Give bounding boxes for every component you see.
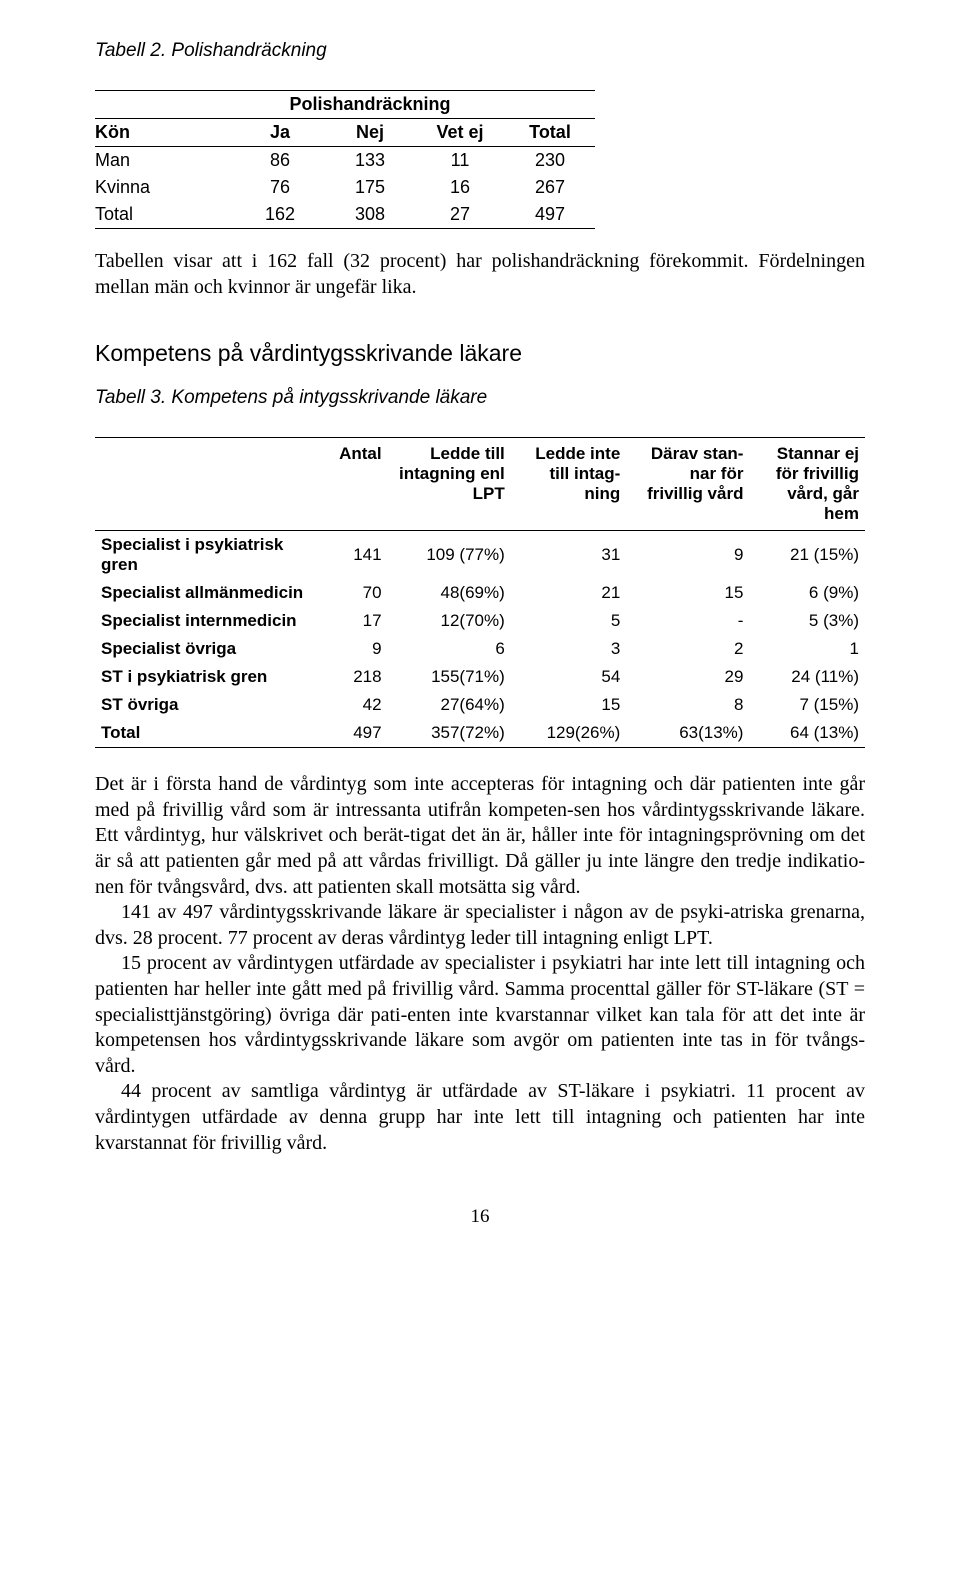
- table-row: Specialist övriga 9 6 3 2 1: [95, 635, 865, 663]
- cell: 76: [235, 174, 325, 201]
- cell: 27: [415, 201, 505, 229]
- cell: 109 (77%): [388, 531, 511, 580]
- table-row: Specialist allmänmedicin 70 48(69%) 21 1…: [95, 579, 865, 607]
- table-row: ST övriga 42 27(64%) 15 8 7 (15%): [95, 691, 865, 719]
- table1-super-header-row: Polishandräckning: [95, 91, 595, 119]
- paragraph-1: Tabellen visar att i 162 fall (32 procen…: [95, 249, 865, 300]
- cell: 42: [311, 691, 388, 719]
- cell: 357(72%): [388, 719, 511, 748]
- body-p4: 44 procent av samtliga vårdintyg är utfä…: [95, 1079, 865, 1156]
- section-heading: Kompetens på vårdintygsskrivande läkare: [95, 340, 865, 367]
- body-p2: 141 av 497 vårdintygsskrivande läkare är…: [95, 900, 865, 951]
- cell: 9: [311, 635, 388, 663]
- cell: 8: [626, 691, 749, 719]
- body-p3: 15 procent av vårdintygen utfärdade av s…: [95, 951, 865, 1079]
- body-text: Det är i första hand de vårdintyg som in…: [95, 772, 865, 1156]
- cell: 15: [511, 691, 627, 719]
- cell: 3: [511, 635, 627, 663]
- cell: 48(69%): [388, 579, 511, 607]
- cell: 24 (11%): [749, 663, 865, 691]
- body-p1: Det är i första hand de vårdintyg som in…: [95, 772, 865, 900]
- cell: Man: [95, 147, 235, 175]
- cell: 29: [626, 663, 749, 691]
- cell: 9: [626, 531, 749, 580]
- table-row: Man 86 133 11 230: [95, 147, 595, 175]
- table1-super-header: Polishandräckning: [235, 91, 505, 119]
- table1-col-4: Total: [505, 119, 595, 147]
- table1-empty-header: [505, 91, 595, 119]
- table1-caption: Tabell 2. Polishandräckning: [95, 40, 865, 62]
- table2-col-4: Därav stan-nar för frivillig vård: [626, 438, 749, 531]
- table1-col-1: Ja: [235, 119, 325, 147]
- cell: 12(70%): [388, 607, 511, 635]
- table1-col-header-row: Kön Ja Nej Vet ej Total: [95, 119, 595, 147]
- table2: Antal Ledde till intagning enl LPT Ledde…: [95, 437, 865, 748]
- table2-col-5: Stannar ej för frivillig vård, går hem: [749, 438, 865, 531]
- table-row: Total 162 308 27 497: [95, 201, 595, 229]
- table-row: Specialist internmedicin 17 12(70%) 5 - …: [95, 607, 865, 635]
- table2-col-3: Ledde inte till intag-ning: [511, 438, 627, 531]
- cell: Specialist i psykiatrisk gren: [95, 531, 311, 580]
- cell: 15: [626, 579, 749, 607]
- cell: 1: [749, 635, 865, 663]
- table2-header-row: Antal Ledde till intagning enl LPT Ledde…: [95, 438, 865, 531]
- cell: 7 (15%): [749, 691, 865, 719]
- table-row: ST i psykiatrisk gren 218 155(71%) 54 29…: [95, 663, 865, 691]
- cell: 70: [311, 579, 388, 607]
- table2-col-2: Ledde till intagning enl LPT: [388, 438, 511, 531]
- cell: 6 (9%): [749, 579, 865, 607]
- cell: 5 (3%): [749, 607, 865, 635]
- cell: 5: [511, 607, 627, 635]
- cell: 162: [235, 201, 325, 229]
- cell: 497: [311, 719, 388, 748]
- cell: 17: [311, 607, 388, 635]
- table-row: Specialist i psykiatrisk gren 141 109 (7…: [95, 531, 865, 580]
- table1: Polishandräckning Kön Ja Nej Vet ej Tota…: [95, 90, 595, 229]
- table1-empty-header: [95, 91, 235, 119]
- cell: 21 (15%): [749, 531, 865, 580]
- cell: Total: [95, 719, 311, 748]
- cell: 230: [505, 147, 595, 175]
- cell: 155(71%): [388, 663, 511, 691]
- cell: -: [626, 607, 749, 635]
- cell: 11: [415, 147, 505, 175]
- cell: 31: [511, 531, 627, 580]
- page-number: 16: [95, 1206, 865, 1228]
- table2-col-0: [95, 438, 311, 531]
- cell: Specialist internmedicin: [95, 607, 311, 635]
- cell: 129(26%): [511, 719, 627, 748]
- cell: 141: [311, 531, 388, 580]
- table1-col-2: Nej: [325, 119, 415, 147]
- cell: 27(64%): [388, 691, 511, 719]
- cell: Kvinna: [95, 174, 235, 201]
- table2-caption: Tabell 3. Kompetens på intygsskrivande l…: [95, 387, 865, 409]
- cell: ST övriga: [95, 691, 311, 719]
- table1-col-0: Kön: [95, 119, 235, 147]
- cell: 175: [325, 174, 415, 201]
- cell: 133: [325, 147, 415, 175]
- cell: Specialist övriga: [95, 635, 311, 663]
- cell: 86: [235, 147, 325, 175]
- cell: 64 (13%): [749, 719, 865, 748]
- cell: 16: [415, 174, 505, 201]
- cell: Specialist allmänmedicin: [95, 579, 311, 607]
- cell: 21: [511, 579, 627, 607]
- table2-body: Specialist i psykiatrisk gren 141 109 (7…: [95, 531, 865, 748]
- table-row-total: Total 497 357(72%) 129(26%) 63(13%) 64 (…: [95, 719, 865, 748]
- cell: Total: [95, 201, 235, 229]
- table-row: Kvinna 76 175 16 267: [95, 174, 595, 201]
- document-page: Tabell 2. Polishandräckning Polishandräc…: [0, 0, 960, 1278]
- cell: 497: [505, 201, 595, 229]
- table1-body: Man 86 133 11 230 Kvinna 76 175 16 267 T…: [95, 147, 595, 229]
- cell: 6: [388, 635, 511, 663]
- cell: 54: [511, 663, 627, 691]
- cell: ST i psykiatrisk gren: [95, 663, 311, 691]
- table1-col-3: Vet ej: [415, 119, 505, 147]
- cell: 308: [325, 201, 415, 229]
- cell: 63(13%): [626, 719, 749, 748]
- table2-col-1: Antal: [311, 438, 388, 531]
- cell: 267: [505, 174, 595, 201]
- cell: 2: [626, 635, 749, 663]
- cell: 218: [311, 663, 388, 691]
